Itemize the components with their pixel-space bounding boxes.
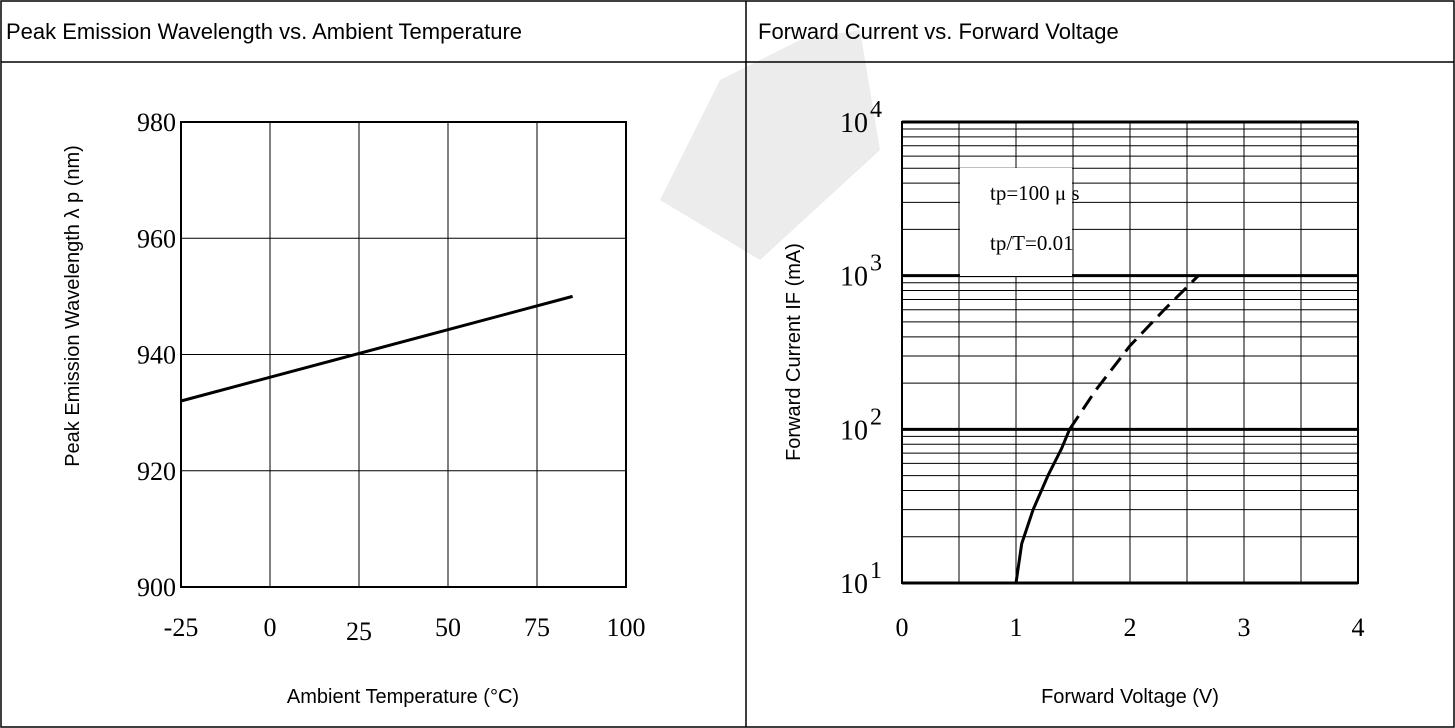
right-x-tick-label: 4 <box>1352 613 1365 642</box>
right-x-tick-label: 2 <box>1124 613 1137 642</box>
left-panel-title: Peak Emission Wavelength vs. Ambient Tem… <box>6 19 523 44</box>
forward-current-series-dashed <box>1068 274 1200 431</box>
wavelength-temperature-chart: -25 0 25 50 75 100 900 920 940 960 980 Ambient Te… <box>62 108 646 708</box>
left-x-tick-label: 75 <box>524 613 550 642</box>
left-y-tick-label: 940 <box>137 341 176 370</box>
left-y-tick-label: 900 <box>137 573 176 602</box>
forward-current-series-solid <box>1014 428 1071 584</box>
left-x-tick-label: 50 <box>435 613 461 642</box>
right-x-tick-label: 1 <box>1010 613 1023 642</box>
right-y-tick-base: 10 <box>840 108 868 139</box>
left-x-axis-label: Ambient Temperature (°C) <box>287 686 519 708</box>
right-plot-border <box>901 121 1359 584</box>
right-y-tick-exponent: 4 <box>870 97 882 123</box>
left-y-tick-label: 920 <box>137 457 176 486</box>
right-y-tick-exponent: 2 <box>870 404 882 430</box>
right-panel-title: Forward Current vs. Forward Voltage <box>758 19 1119 44</box>
wavelength-series-line <box>180 294 573 403</box>
annotation-box <box>960 168 1072 276</box>
left-y-tick-label: 980 <box>137 108 176 137</box>
left-x-tick-label: 25 <box>346 617 372 646</box>
right-y-tick-base: 10 <box>840 415 868 446</box>
right-y-tick-exponent: 1 <box>870 558 882 584</box>
right-x-axis-label: Forward Voltage (V) <box>1041 686 1219 708</box>
left-y-axis-label: Peak Emission Wavelength λ p (nm) <box>62 145 84 467</box>
left-plot-border <box>180 121 627 588</box>
annotation-duty-cycle: tp/T=0.01 <box>990 231 1074 255</box>
right-y-tick-base: 10 <box>840 569 868 600</box>
right-y-axis-label: Forward Current IF (mA) <box>783 243 805 461</box>
left-x-tick-label: 0 <box>264 613 277 642</box>
annotation-pulse-width: tp=100 μ s <box>990 181 1080 205</box>
right-y-tick-base: 10 <box>840 262 868 293</box>
left-x-tick-label: 100 <box>607 613 646 642</box>
right-x-tick-label: 0 <box>896 613 909 642</box>
left-y-tick-label: 960 <box>137 224 176 253</box>
left-x-tick-label: -25 <box>164 613 199 642</box>
right-x-tick-label: 3 <box>1238 613 1251 642</box>
right-y-tick-exponent: 3 <box>870 251 882 277</box>
